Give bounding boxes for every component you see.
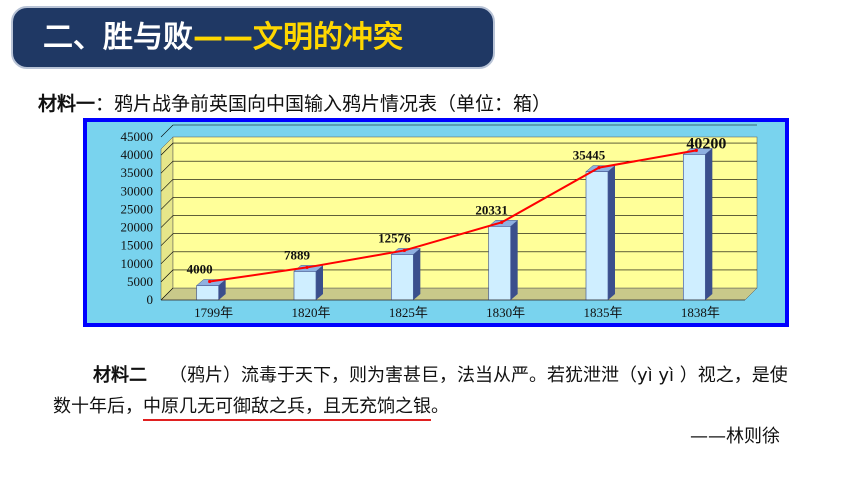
- data-label: 4000: [187, 262, 213, 277]
- material2-paragraph: 材料二 （鸦片）流毒于天下，则为害甚巨，法当从严。若犹泄泄（yì yì ）视之，是…: [53, 360, 803, 422]
- x-tick-label: 1830年: [486, 305, 525, 320]
- y-tick-label: 35000: [121, 165, 154, 180]
- gridline-depth: [160, 233, 174, 246]
- material2-label: 材料二: [93, 365, 147, 386]
- data-label: 12576: [378, 230, 411, 245]
- trend-point: [500, 220, 504, 224]
- y-tick-label: 40000: [121, 147, 154, 162]
- bar-side: [413, 248, 421, 300]
- y-tick-label: 5000: [127, 274, 153, 289]
- y-tick-label: 45000: [121, 129, 154, 144]
- trend-point: [597, 166, 601, 170]
- gridline-depth: [160, 215, 174, 228]
- y-tick-label: 0: [147, 292, 154, 307]
- chart-background: 0 5000 10000 15000 20000 25000 30000 35000 40000…: [87, 122, 785, 323]
- gridline-depth: [160, 124, 174, 138]
- y-tick-label: 10000: [121, 256, 154, 271]
- bar-side: [218, 279, 226, 300]
- gridline-depth: [160, 197, 174, 210]
- x-tick-label: 1825年: [389, 305, 428, 320]
- x-tick-label: 1820年: [291, 305, 330, 320]
- chart-floor: [160, 287, 758, 301]
- data-label: 20331: [475, 202, 508, 217]
- bar: [390, 254, 414, 301]
- material2-author: ——林则徐: [690, 426, 780, 447]
- gridline-depth: [160, 269, 174, 283]
- material1-label: 材料一: [38, 93, 96, 115]
- trend-point: [694, 148, 698, 152]
- y-tick-label: 15000: [121, 238, 154, 253]
- trend-line: [209, 149, 697, 283]
- data-label: 40200: [686, 135, 726, 152]
- x-tick-label: 1835年: [583, 305, 622, 320]
- bar-side: [608, 165, 615, 300]
- x-tick-label: 1838年: [681, 305, 720, 320]
- bar-side: [316, 265, 323, 300]
- material2-underlined-quote: 中原几无可御敌之兵，且无充饷之银: [143, 396, 431, 421]
- y-tick-label: 20000: [121, 220, 154, 235]
- y-tick-label: 30000: [121, 183, 154, 198]
- trend-point: [402, 248, 406, 253]
- chart-frame: 0 5000 10000 15000 20000 25000 30000 35000 40000…: [83, 118, 789, 327]
- data-label: 35445: [573, 148, 606, 163]
- material2-ending: 。: [431, 396, 449, 417]
- gridline-depth: [160, 251, 174, 264]
- bar-side: [510, 220, 518, 300]
- opium-import-chart: 0 5000 10000 15000 20000 25000 30000 35000 40000…: [121, 124, 758, 320]
- trend-point: [208, 279, 212, 284]
- y-tick-label: 25000: [121, 201, 154, 216]
- bar: [682, 154, 706, 301]
- section-title-part2: ——文明的冲突: [193, 20, 403, 55]
- bar: [585, 171, 609, 301]
- gridline-depth: [160, 179, 174, 192]
- x-tick-label: 1799年: [194, 305, 233, 320]
- material1-caption: 材料一：鸦片战争前英国向中国输入鸦片情况表（单位：箱）: [38, 89, 551, 116]
- section-title-banner: 二、胜与败——文明的冲突: [11, 6, 495, 69]
- bar: [488, 226, 512, 301]
- data-label: 7889: [284, 247, 311, 262]
- trend-point: [305, 265, 309, 270]
- chart-plot-area: [172, 136, 758, 289]
- section-title-part1: 二、胜与败: [43, 20, 193, 55]
- bar: [196, 285, 220, 301]
- gridline-depth: [160, 142, 174, 156]
- material2-text: （鸦片）流毒于天下，则为害甚巨，法当从严。若犹泄泄（yì yì ）视之，是使数十…: [53, 365, 788, 417]
- material1-text: ：鸦片战争前英国向中国输入鸦片情况表（单位：箱）: [95, 93, 552, 115]
- bar-side: [705, 148, 713, 300]
- gridline-depth: [160, 287, 174, 301]
- gridline-depth: [160, 161, 174, 174]
- bar: [293, 271, 317, 301]
- section-title: 二、胜与败——文明的冲突: [43, 19, 403, 57]
